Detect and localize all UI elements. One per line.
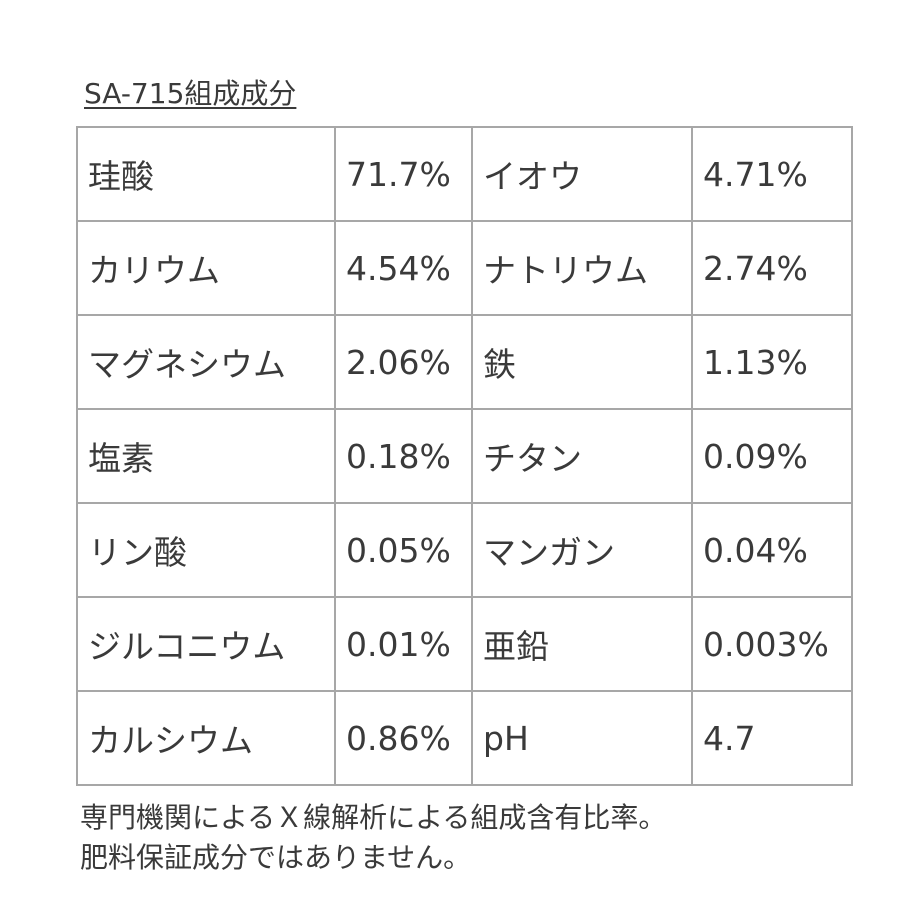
table-row: カリウム 4.54% ナトリウム 2.74% <box>76 220 853 316</box>
component-name: チタン <box>471 408 693 504</box>
component-value: 0.86% <box>334 690 473 786</box>
component-name: マグネシウム <box>76 314 336 410</box>
component-name: マンガン <box>471 502 693 598</box>
component-name: ナトリウム <box>471 220 693 316</box>
table-row: リン酸 0.05% マンガン 0.04% <box>76 502 853 598</box>
component-value: 0.003% <box>691 596 853 692</box>
table-row: 塩素 0.18% チタン 0.09% <box>76 408 853 504</box>
component-name: イオウ <box>471 126 693 222</box>
component-value: 0.01% <box>334 596 473 692</box>
component-value: 2.74% <box>691 220 853 316</box>
component-name: リン酸 <box>76 502 336 598</box>
component-value: 0.04% <box>691 502 853 598</box>
component-name: 亜鉛 <box>471 596 693 692</box>
component-value: 4.71% <box>691 126 853 222</box>
composition-title: SA-715組成成分 <box>84 77 297 110</box>
table-row: マグネシウム 2.06% 鉄 1.13% <box>76 314 853 410</box>
component-name: 塩素 <box>76 408 336 504</box>
component-value: 71.7% <box>334 126 473 222</box>
component-value: 0.05% <box>334 502 473 598</box>
component-name: 鉄 <box>471 314 693 410</box>
component-value: 1.13% <box>691 314 853 410</box>
table-row: ジルコニウム 0.01% 亜鉛 0.003% <box>76 596 853 692</box>
component-name: ジルコニウム <box>76 596 336 692</box>
table-row: 珪酸 71.7% イオウ 4.71% <box>76 126 853 222</box>
component-name: pH <box>471 690 693 786</box>
footnote: 専門機関によるＸ線解析による組成含有比率。 肥料保証成分ではありません。 <box>80 798 666 878</box>
component-value: 0.18% <box>334 408 473 504</box>
footnote-line: 専門機関によるＸ線解析による組成含有比率。 <box>80 801 667 834</box>
component-value: 2.06% <box>334 314 473 410</box>
table-row: カルシウム 0.86% pH 4.7 <box>76 690 853 786</box>
component-name: カリウム <box>76 220 336 316</box>
component-name: 珪酸 <box>76 126 336 222</box>
component-value: 0.09% <box>691 408 853 504</box>
component-value: 4.7 <box>691 690 853 786</box>
component-value: 4.54% <box>334 220 473 316</box>
footnote-line: 肥料保証成分ではありません。 <box>80 841 472 874</box>
component-name: カルシウム <box>76 690 336 786</box>
composition-table: 珪酸 71.7% イオウ 4.71% カリウム 4.54% ナトリウム 2.74… <box>76 126 853 786</box>
